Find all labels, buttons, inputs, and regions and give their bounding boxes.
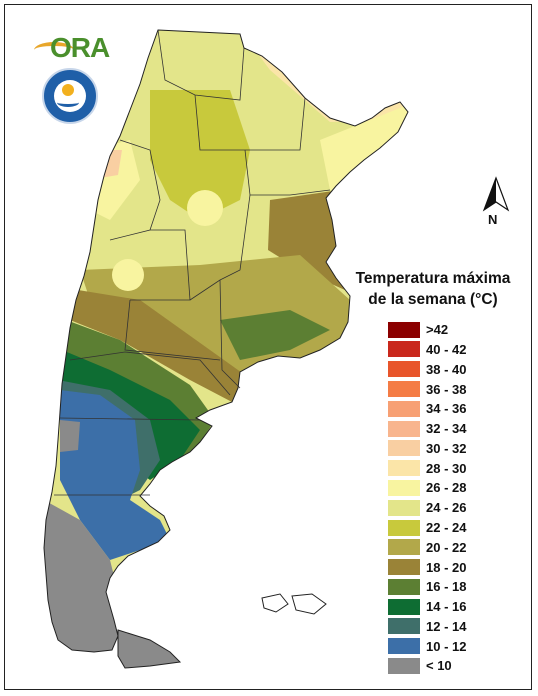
band-below-10-north — [60, 420, 80, 452]
legend-item: 28 - 30 — [388, 458, 530, 477]
legend-item: 12 - 14 — [388, 617, 530, 636]
border-santafe — [244, 149, 331, 196]
legend-item: 18 - 20 — [388, 557, 530, 576]
ora-swoosh-icon — [34, 42, 74, 58]
malvinas-west — [261, 593, 289, 613]
band-26-28-cuyo — [112, 259, 144, 291]
wave-icon — [57, 98, 79, 107]
legend-swatch — [388, 460, 420, 477]
ora-logo: ORA — [34, 28, 110, 63]
legend-item: 40 - 42 — [388, 340, 530, 359]
band-16-18-pampa — [220, 310, 330, 360]
legend-label: 28 - 30 — [426, 460, 467, 476]
north-label: N — [488, 212, 498, 227]
legend-label: 40 - 42 — [426, 341, 467, 357]
legend-swatch — [388, 638, 420, 655]
legend-swatch — [388, 499, 420, 516]
legend-swatch — [388, 321, 420, 338]
legend-swatch — [388, 539, 420, 556]
legend-label: 26 - 28 — [426, 480, 467, 496]
map-frame — [4, 4, 532, 690]
legend-label: 24 - 26 — [426, 500, 467, 516]
legend-swatch — [388, 420, 420, 437]
legend-label: < 10 — [426, 658, 452, 674]
legend-label: 20 - 22 — [426, 539, 467, 555]
legend-item: 26 - 28 — [388, 478, 530, 497]
band-10-12 — [60, 390, 170, 560]
border-santafe-south — [189, 194, 251, 301]
legend: Temperatura máxima de la semana (°C) >42… — [344, 268, 530, 676]
legend-item: 34 - 36 — [388, 399, 530, 418]
band-18-20 — [70, 290, 245, 402]
band-26-28-ne — [320, 100, 408, 200]
sun-icon — [62, 84, 74, 96]
ora-logo-text: ORA — [50, 32, 110, 63]
legend-item: >42 — [388, 320, 530, 339]
legend-item: < 10 — [388, 656, 530, 675]
legend-swatch — [388, 618, 420, 635]
legend-title: Temperatura máxima de la semana (°C) — [344, 268, 522, 310]
legend-swatch — [388, 598, 420, 615]
legend-label: 22 - 24 — [426, 520, 467, 535]
legend-item: 10 - 12 — [388, 637, 530, 656]
legend-label: 14 - 16 — [426, 599, 467, 615]
tierra-del-fuego — [117, 629, 182, 669]
border-buenosaires-west — [219, 279, 241, 389]
legend-item: 30 - 32 — [388, 439, 530, 458]
malvinas-east — [291, 593, 327, 615]
border-tucuman-chaco — [194, 94, 306, 151]
province-borders — [54, 29, 331, 496]
band-26-28-center — [187, 190, 223, 226]
legend-swatch — [388, 559, 420, 576]
legend-label: 34 - 36 — [426, 401, 467, 417]
legend-label: 18 - 20 — [426, 559, 467, 575]
legend-item: 24 - 26 — [388, 498, 530, 517]
legend-title-line1: Temperatura máxima — [355, 270, 511, 287]
border-rionegro — [69, 351, 231, 396]
legend-item: 38 - 40 — [388, 360, 530, 379]
north-arrow-icon — [482, 176, 510, 212]
legend-label: 10 - 12 — [426, 638, 467, 654]
islas-malvinas — [261, 593, 327, 615]
border-catamarca — [109, 139, 161, 241]
smn-logo-icon — [42, 68, 98, 124]
legend-item: 16 - 18 — [388, 577, 530, 596]
legend-swatch — [388, 578, 420, 595]
border-chubut — [59, 417, 201, 421]
legend-label: 36 - 38 — [426, 381, 467, 397]
legend-label: >42 — [426, 322, 449, 338]
legend-label: 38 - 40 — [426, 361, 467, 377]
legend-label: 12 - 14 — [426, 618, 467, 634]
legend-title-line2: de la semana (°C) — [368, 291, 498, 308]
legend-item: 32 - 34 — [388, 419, 530, 438]
border-lapampa — [124, 299, 221, 361]
north-indicator: N — [482, 172, 512, 232]
legend-label: 16 - 18 — [426, 579, 467, 595]
legend-swatch — [388, 479, 420, 496]
legend-swatch — [388, 519, 420, 536]
legend-item: 22 - 24 — [388, 518, 530, 537]
band-below-10-south — [44, 500, 120, 652]
legend-swatch — [388, 341, 420, 358]
legend-label: 32 - 34 — [426, 421, 467, 437]
legend-swatch — [388, 381, 420, 398]
legend-item: 36 - 38 — [388, 379, 530, 398]
legend-item: 20 - 22 — [388, 538, 530, 557]
legend-swatch — [388, 657, 420, 674]
band-22-24-center — [150, 90, 250, 220]
legend-swatch — [388, 361, 420, 378]
band-18-20-east — [268, 190, 345, 290]
legend-item: 14 - 16 — [388, 597, 530, 616]
legend-label: 30 - 32 — [426, 440, 467, 456]
border-cordoba — [130, 229, 191, 301]
legend-list: >42 40 - 42 38 - 40 36 - 38 34 - 36 32 - 34 30… — [388, 320, 530, 676]
legend-swatch — [388, 400, 420, 417]
legend-swatch — [388, 440, 420, 457]
